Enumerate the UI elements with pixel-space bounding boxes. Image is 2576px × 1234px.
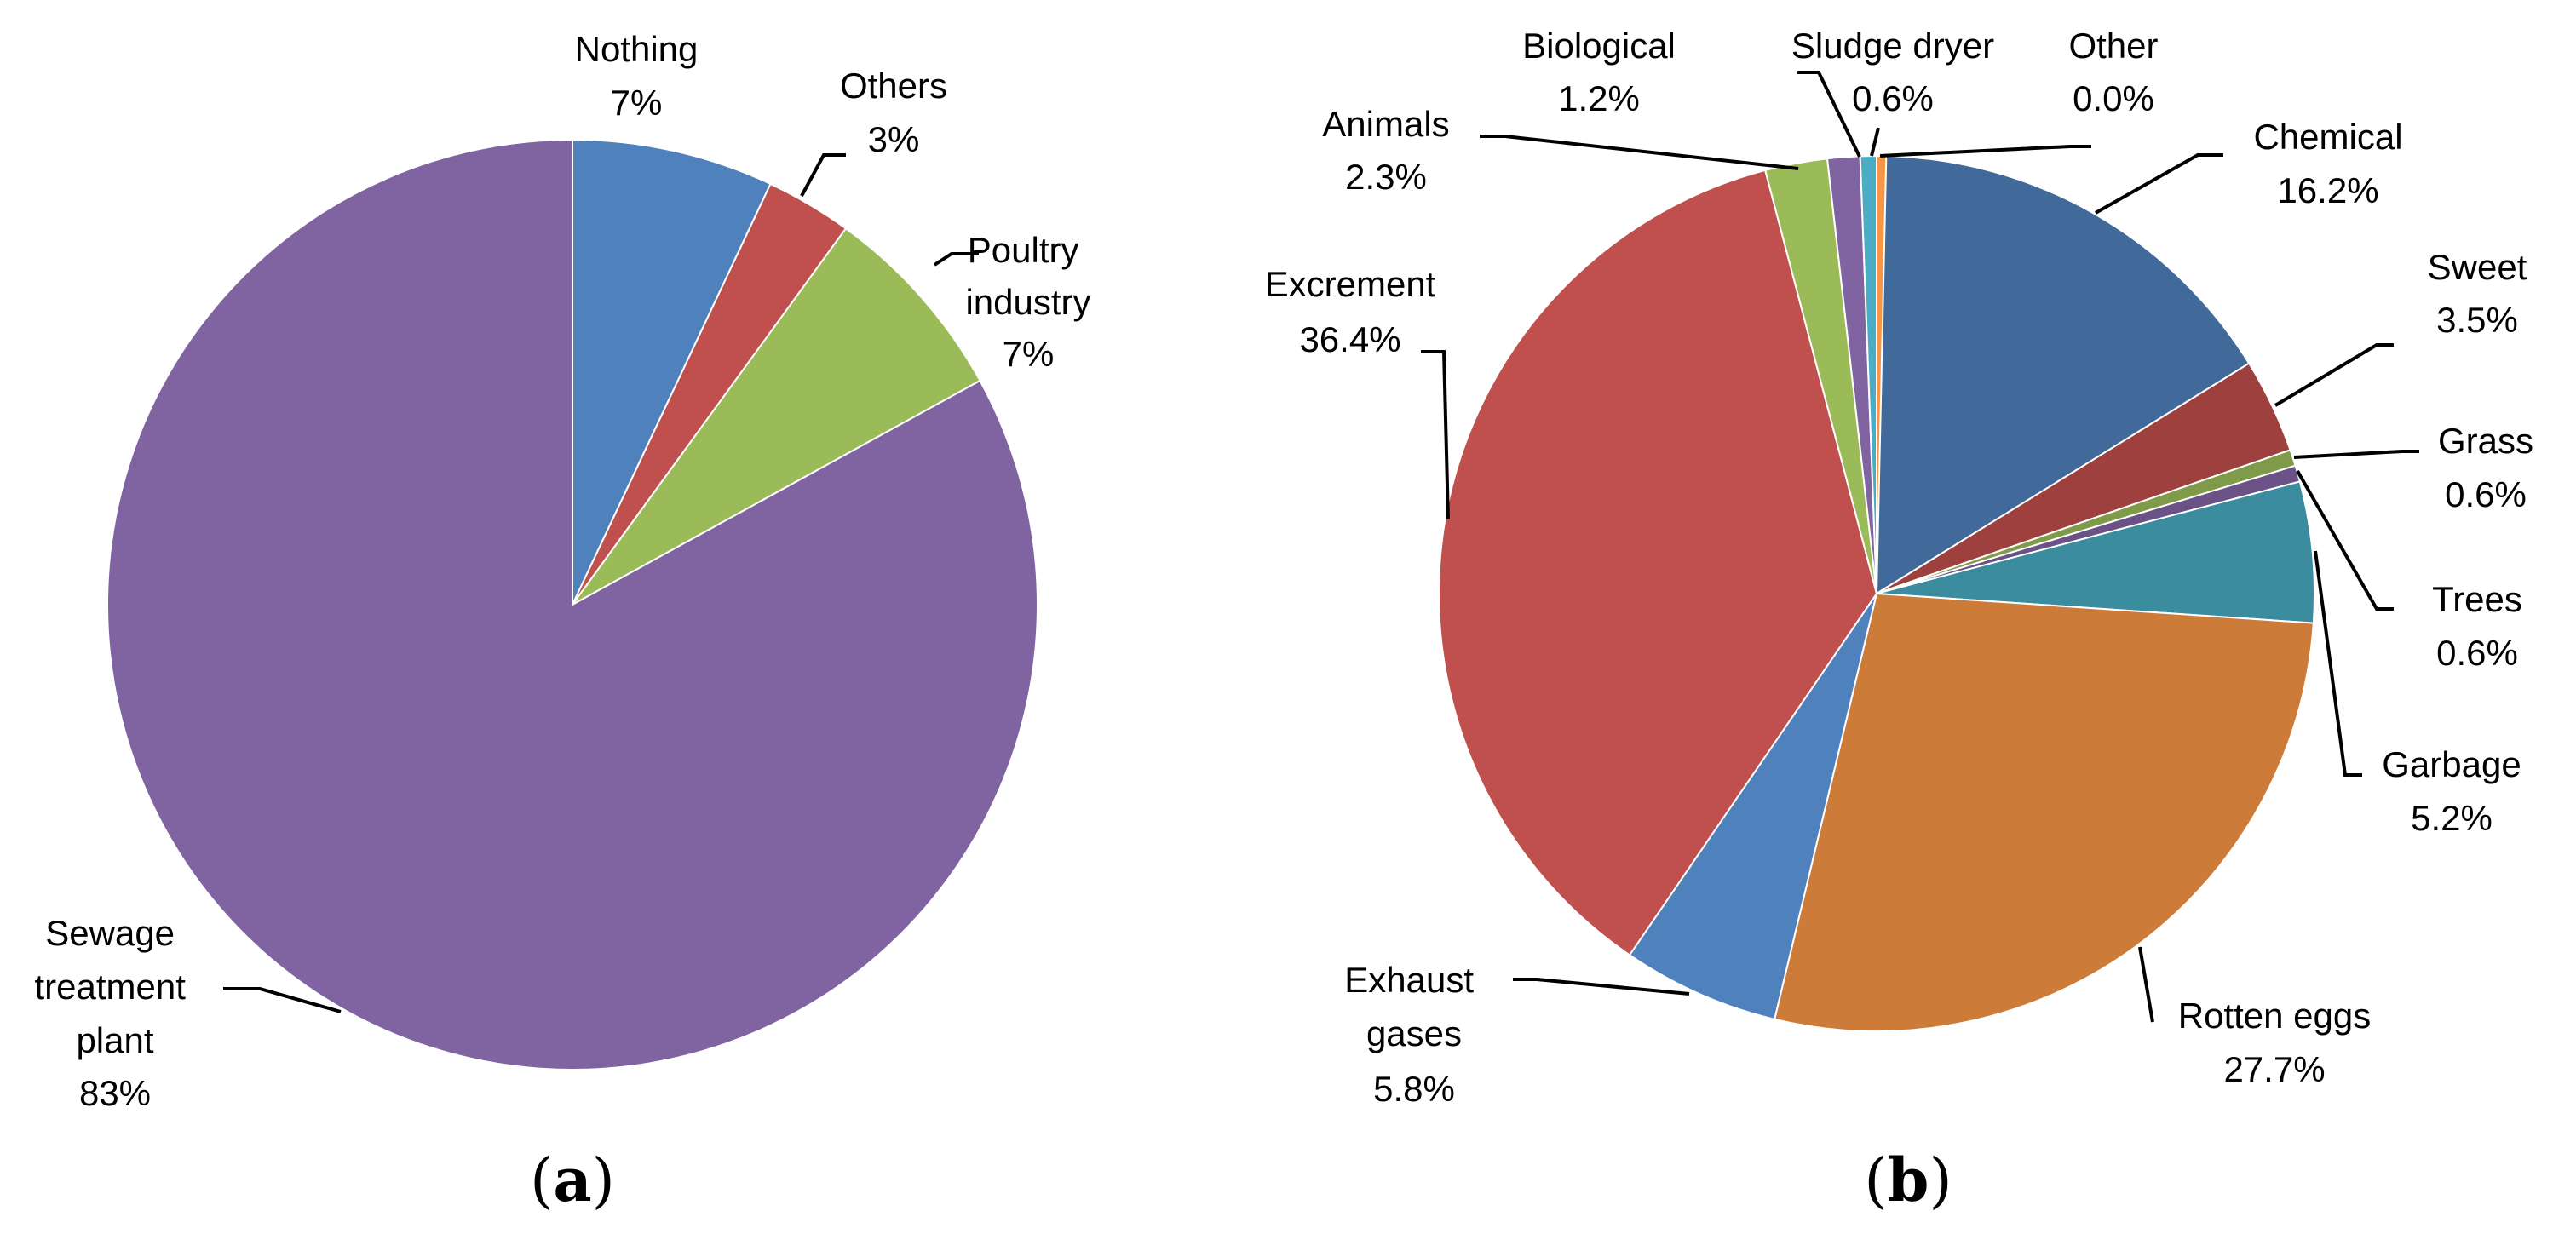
- label-sewage-line2: treatment: [34, 967, 186, 1007]
- label-nothing-value: 7%: [611, 83, 663, 123]
- label-others-value: 3%: [868, 119, 920, 159]
- caption-a: (a): [530, 1145, 615, 1215]
- label-chemical-name: Chemical: [2253, 117, 2402, 157]
- label-excrement-name: Excrement: [1265, 264, 1436, 304]
- label-animals-name: Animals: [1322, 104, 1449, 144]
- slice-b-chemical: [1876, 154, 2251, 595]
- label-sludge-dryer-value: 0.6%: [1852, 78, 1934, 118]
- label-chemical: Chemical 16.2%: [2253, 117, 2402, 210]
- leader-poultry-industry: [933, 252, 979, 267]
- label-other-value: 0.0%: [2073, 78, 2154, 118]
- label-excrement: Excrement 36.4%: [1265, 264, 1436, 359]
- slice-b-excrement: [1438, 169, 1878, 956]
- leader-trees: [2296, 470, 2394, 611]
- leader-biological: [1797, 71, 1861, 158]
- label-biological-name: Biological: [1522, 26, 1676, 66]
- label-exhaust-line2: gases: [1366, 1013, 1462, 1053]
- label-chemical-value: 16.2%: [2277, 170, 2378, 210]
- label-sewage-line1: Sewage: [45, 913, 175, 953]
- label-sludge-dryer: Sludge dryer 0.6%: [1791, 26, 1994, 118]
- leader-others: [800, 153, 846, 197]
- leader-excrement: [1421, 350, 1450, 520]
- label-exhaust-gases: Exhaust gases 5.8%: [1344, 960, 1483, 1109]
- label-exhaust-gases-name: Exhaust gases: [1344, 960, 1483, 1053]
- label-grass: Grass 0.6%: [2438, 421, 2533, 514]
- label-others-name: Others: [840, 66, 947, 106]
- label-garbage-name: Garbage: [2382, 744, 2521, 784]
- label-trees: Trees 0.6%: [2432, 579, 2522, 673]
- label-sewage-line3: plant: [76, 1020, 153, 1060]
- label-grass-name: Grass: [2438, 421, 2533, 461]
- label-sweet: Sweet 3.5%: [2428, 247, 2527, 340]
- leader-other: [1879, 145, 2091, 158]
- leader-sludge-dryer: [1870, 127, 1880, 157]
- label-sewage-treatment-plant-name: Sewage treatment plant: [34, 913, 195, 1060]
- label-other: Other 0.0%: [2068, 26, 2158, 118]
- label-exhaust-line1: Exhaust: [1344, 960, 1474, 1000]
- slice-b-garbage: [1876, 480, 2315, 624]
- label-rotten-eggs-name: Rotten eggs: [2178, 996, 2372, 1036]
- label-poultry-line2: industry: [965, 282, 1090, 322]
- pie-chart-b: Chemical 16.2% Sweet 3.5% Grass 0.6% Tre…: [1265, 26, 2533, 1109]
- leader-animals: [1480, 135, 1799, 170]
- label-animals-value: 2.3%: [1345, 157, 1427, 197]
- pie-chart-a: Nothing 7% Others 3% Poultry industry 7%…: [34, 29, 1090, 1113]
- label-other-name: Other: [2068, 26, 2158, 66]
- slice-b-rotten-eggs: [1773, 592, 2314, 1032]
- leader-exhaust-gases: [1513, 978, 1690, 996]
- label-exhaust-gases-value: 5.8%: [1373, 1069, 1455, 1109]
- label-garbage-value: 5.2%: [2411, 798, 2493, 838]
- leader-sweet: [2274, 343, 2394, 407]
- label-nothing: Nothing 7%: [575, 29, 699, 123]
- slice-a-poultry-industry: [572, 227, 981, 606]
- caption-b-letter: b: [1888, 1145, 1929, 1215]
- label-excrement-value: 36.4%: [1299, 319, 1400, 359]
- label-nothing-name: Nothing: [575, 29, 699, 69]
- slice-a-sewage-treatment-plant: [106, 138, 1038, 1070]
- label-others: Others 3%: [840, 66, 947, 159]
- label-grass-value: 0.6%: [2445, 474, 2527, 514]
- label-poultry-industry: Poultry industry 7%: [965, 230, 1090, 374]
- label-biological-value: 1.2%: [1558, 78, 1640, 118]
- slice-a-nothing: [572, 138, 772, 606]
- leader-grass: [2293, 450, 2419, 459]
- caption-b: (b): [1864, 1145, 1952, 1215]
- leader-garbage: [2314, 550, 2362, 777]
- leader-rotten-eggs: [2138, 946, 2154, 1023]
- label-sweet-name: Sweet: [2428, 247, 2527, 287]
- label-rotten-eggs: Rotten eggs 27.7%: [2178, 996, 2372, 1089]
- label-poultry-line1: Poultry: [968, 230, 1079, 270]
- label-sewage-treatment-plant: Sewage treatment plant 83%: [34, 913, 195, 1113]
- label-sludge-dryer-name: Sludge dryer: [1791, 26, 1994, 66]
- label-sweet-value: 3.5%: [2436, 300, 2518, 340]
- label-rotten-eggs-value: 27.7%: [2223, 1049, 2325, 1089]
- slice-b-exhaust-gases: [1628, 593, 1877, 1021]
- label-trees-name: Trees: [2432, 579, 2522, 619]
- label-animals: Animals 2.3%: [1322, 104, 1449, 197]
- label-biological: Biological 1.2%: [1522, 26, 1676, 118]
- label-garbage: Garbage 5.2%: [2382, 744, 2521, 838]
- caption-a-letter: a: [553, 1145, 591, 1215]
- leader-sewage-treatment-plant: [223, 987, 342, 1013]
- label-poultry-industry-name: Poultry industry: [965, 230, 1090, 322]
- label-poultry-industry-value: 7%: [1003, 334, 1055, 374]
- label-sewage-treatment-plant-value: 83%: [79, 1073, 151, 1113]
- leader-chemical: [2095, 153, 2223, 215]
- label-trees-value: 0.6%: [2436, 633, 2518, 673]
